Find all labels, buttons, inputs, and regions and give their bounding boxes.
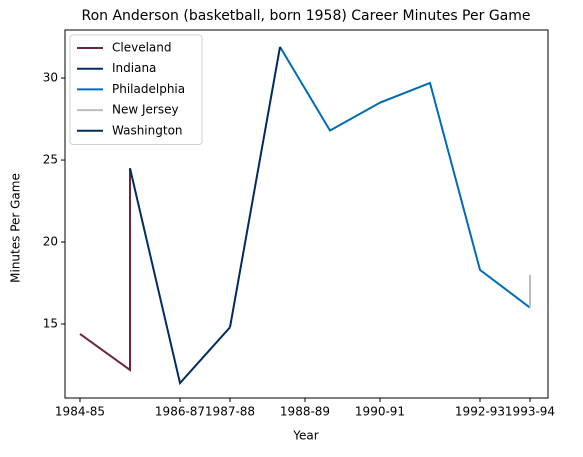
x-axis-label: Year — [292, 429, 318, 443]
line — [79, 168, 131, 372]
legend-label: Cleveland — [112, 41, 172, 55]
line — [229, 46, 281, 328]
y-axis-label: Minutes Per Game — [9, 173, 23, 283]
y-tick-label: 15 — [43, 317, 58, 331]
x-tick-label: 1984-85 — [55, 405, 105, 419]
y-tick-label: 30 — [43, 71, 58, 85]
x-tick-label: 1987-88 — [205, 405, 255, 419]
legend-label: Washington — [112, 123, 183, 137]
x-tick-label: 1988-89 — [280, 405, 330, 419]
x-tick-label: 1986-87 — [155, 405, 205, 419]
y-tick-label: 25 — [43, 153, 58, 167]
legend-label: Philadelphia — [112, 82, 185, 96]
line — [129, 168, 231, 386]
chart-title: Ron Anderson (basketball, born 1958) Car… — [81, 8, 530, 24]
plot-frame — [64, 29, 549, 399]
x-tick-label: 1993-94 — [505, 405, 555, 419]
legend-box — [69, 34, 203, 145]
legend-label: New Jersey — [112, 103, 179, 117]
x-tick-label: 1990-91 — [355, 405, 405, 419]
line — [279, 46, 531, 309]
x-tick-label: 1992-93 — [455, 405, 505, 419]
y-tick-label: 20 — [43, 235, 58, 249]
legend-label: Indiana — [112, 61, 156, 75]
